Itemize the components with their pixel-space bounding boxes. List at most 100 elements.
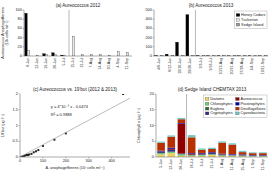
plot-area xyxy=(155,10,267,56)
x-axis-line xyxy=(156,157,268,158)
y-tick-label: 1.5 xyxy=(13,108,18,112)
y-tick xyxy=(153,46,155,47)
bar-segment xyxy=(239,154,247,155)
y-axis-line xyxy=(20,94,21,157)
x-axis: 5-Jun12-Jun26-Jun16-Jul3-Jul21-Jul1-Aug1… xyxy=(159,159,265,171)
legend-swatch xyxy=(236,18,240,21)
bar-segment xyxy=(218,155,226,156)
x-axis: 4/6-Jun6/12-Jun10/16-Jun20/26-Jun2/3-Jul… xyxy=(157,58,265,75)
bar-segment xyxy=(259,155,267,156)
bar-segment xyxy=(259,155,267,156)
x-tick-label: 300 xyxy=(86,159,92,163)
bar-segment xyxy=(239,155,247,157)
bar-segment xyxy=(188,155,196,156)
bar-segment xyxy=(167,148,175,150)
y-tick-label: 100 xyxy=(15,8,21,12)
bar-segment xyxy=(167,150,175,152)
x-tick-label: 200 xyxy=(63,159,69,163)
x-tick-label: 20-Aug xyxy=(108,58,112,70)
legend: DiatomsChlorophytesEuglenaCryptophytesAu… xyxy=(204,95,267,117)
bar-segment xyxy=(188,137,196,153)
y-tick-label: 500 xyxy=(145,8,151,12)
bar xyxy=(126,52,129,56)
y-tick-label: 80 xyxy=(18,17,22,21)
x-tick-label: 10/11-Sep xyxy=(261,58,265,74)
x-tick-label: 10/16-Jun xyxy=(178,58,182,74)
bar-segment xyxy=(229,154,237,155)
y-tick-label: 10 xyxy=(150,124,154,128)
title: (a) Aureococcus 2012 xyxy=(56,3,101,8)
point xyxy=(122,94,124,95)
x-tick-label: 11-Sep xyxy=(261,159,265,170)
bar-segment xyxy=(239,151,247,152)
y-tick xyxy=(155,141,157,142)
legend-frame xyxy=(204,95,267,117)
bar-segment xyxy=(229,154,237,155)
y-tick xyxy=(153,10,155,11)
bar-segment xyxy=(249,153,257,155)
legend-swatch xyxy=(236,112,240,115)
bar xyxy=(117,51,120,56)
bar-segment xyxy=(208,154,216,156)
x-tick-label: 25-Aug xyxy=(241,159,245,171)
figure: 0204060801006-Jun12-Jun19-Jun26-Jun5-Jul… xyxy=(0,0,272,185)
y-axis-line xyxy=(156,94,157,157)
bar-segment xyxy=(239,155,247,156)
y-axis: 00.511.52 xyxy=(13,92,20,159)
y-tick xyxy=(23,10,25,11)
y-axis-line xyxy=(24,10,25,56)
x-axis-label: A. anophagefferens (10² cells ml⁻¹) xyxy=(45,166,105,170)
y-tick xyxy=(155,109,157,110)
y-axis: 05101520 xyxy=(150,92,156,159)
y-tick xyxy=(19,125,21,126)
title: (c) Aureococcus vs. 19'but (2012 & 2013) xyxy=(33,87,118,92)
x-tick-label: 27/28-Aug xyxy=(240,58,244,75)
bar xyxy=(43,54,46,56)
point xyxy=(28,153,30,155)
legend-label: Sedge Island xyxy=(241,23,263,27)
y-tick xyxy=(23,19,25,20)
y-tick-label: 0 xyxy=(152,155,154,159)
y-tick xyxy=(19,141,21,142)
bar xyxy=(72,36,75,56)
x-tick-label: 20/21-Aug xyxy=(230,58,234,75)
x-tick-label: 9/16-Jul xyxy=(209,58,213,71)
bar-segment xyxy=(157,152,165,153)
bar-segment xyxy=(178,119,186,123)
y-axis-label: Chlorophyll a (μg l⁻¹) xyxy=(137,107,141,143)
plot-area xyxy=(20,94,130,157)
bar-segment xyxy=(259,155,267,156)
legend-label: Cyanobacteria xyxy=(240,111,265,115)
bar-segment xyxy=(239,152,247,154)
x-tick-label: 5-Jun xyxy=(159,159,163,168)
point xyxy=(35,150,37,152)
y-axis-label-line: Chlorophyll a (μg l⁻¹) xyxy=(137,107,141,143)
bar-segment xyxy=(157,143,165,151)
legend-label: Dinoflagellates xyxy=(240,107,265,111)
x-tick-label: 400 xyxy=(108,159,114,163)
legend-swatch xyxy=(236,98,240,101)
x-axis: 6-Jun12-Jun19-Jun26-Jun5-Jul25-Jul31-Jul… xyxy=(27,58,130,70)
legend-swatch xyxy=(236,107,240,110)
x-tick-label: 26-Jun xyxy=(179,159,183,170)
bar-segment xyxy=(218,143,226,154)
point xyxy=(30,153,32,155)
bar-segment xyxy=(178,124,186,154)
y-tick-label: 20 xyxy=(18,45,22,49)
y-tick xyxy=(19,157,21,158)
y-tick-label: 0.5 xyxy=(13,139,18,143)
separator-line xyxy=(69,10,70,56)
y-tick xyxy=(155,157,157,158)
bar xyxy=(27,50,30,56)
bar-segment xyxy=(198,153,206,155)
bar-segment xyxy=(249,155,257,156)
bar-segment xyxy=(249,155,257,156)
x-axis: 0100200300400 xyxy=(19,157,130,163)
x-tick-label: 10/13-Aug xyxy=(219,58,223,75)
separator-line xyxy=(195,10,196,56)
x-tick-label: 3-Jul xyxy=(200,159,204,167)
title: (d) Sedge Island CHEMTAX 2013 xyxy=(178,87,247,92)
x-tick-label: 7-Aug xyxy=(90,58,94,68)
legend-swatch xyxy=(205,107,209,110)
bar-segment xyxy=(218,141,226,142)
